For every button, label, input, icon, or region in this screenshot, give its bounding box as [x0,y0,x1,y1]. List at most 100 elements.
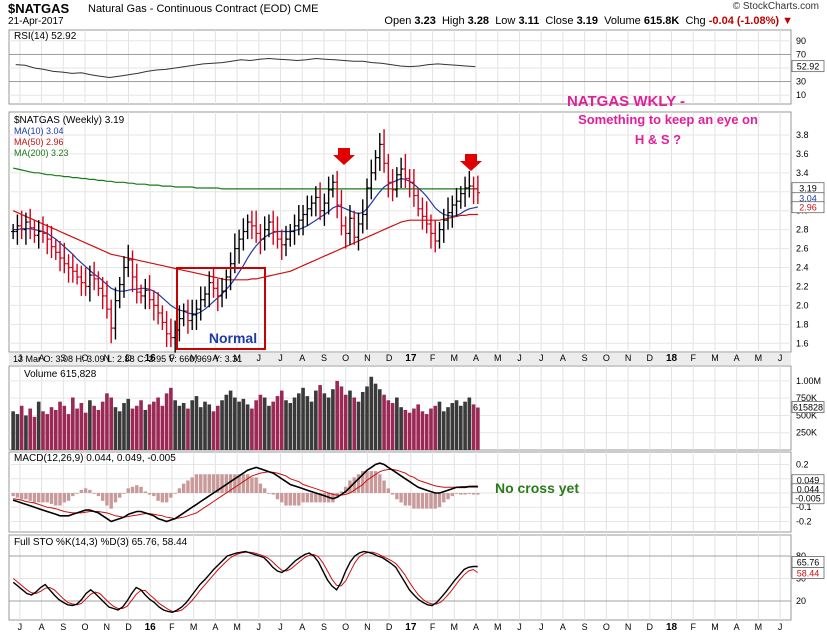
high-label: High [441,15,465,27]
volume-label: Volume 615,828 [24,369,97,380]
macd-histogram-bar [211,474,216,493]
macd-histogram-bar [241,474,246,493]
macd-histogram-bar [275,493,280,500]
volume-bar [36,401,41,450]
macd-histogram-bar [113,493,118,503]
volume-bar [250,408,254,450]
volume-bar [386,400,391,450]
sto-label: Full STO %K(14,3) %D(3) 65.76, 58.44 [14,537,188,548]
rsi-y-tick: 30 [796,77,806,87]
rsi-y-tick: 10 [796,90,806,100]
x-tick-label: D [386,622,393,632]
volume-bar [233,397,237,450]
macd-histogram-bar [399,493,403,503]
volume-bar [122,403,126,450]
x-tick-label: A [39,353,45,363]
x-tick-label: O [342,353,349,363]
macd-histogram-bar [416,493,420,509]
macd-histogram-bar [314,493,318,503]
x-tick-label: S [582,353,588,363]
price-right-label: 3.04 [799,194,817,204]
macd-histogram-bar [467,493,472,494]
rsi-panel: 907050301052.92 [9,36,825,100]
symbol-description: Natural Gas - Continuous Contract (EOD) … [88,3,318,15]
volume-bar [262,397,267,450]
x-tick-label: N [625,622,632,632]
volume-bar [292,397,297,450]
macd-histogram-bar [288,493,292,506]
volume-bar [58,401,62,450]
volume-bar [198,407,203,450]
volume-bar [96,409,101,450]
panel-frames [8,29,792,621]
macd-histogram-bar [135,485,139,493]
x-tick-label: A [39,622,45,632]
volume-bar [75,408,79,450]
volume-bar [126,398,131,450]
volume-bar [373,383,378,450]
macd-histogram-bar [339,491,344,493]
macd-histogram-bar [331,493,335,503]
macd-histogram-bar [309,493,314,503]
x-tick-label: A [560,353,566,363]
price-y-tick: 2.8 [796,225,809,235]
close-value: 3.19 [576,15,598,27]
high-value: 3.28 [467,15,490,27]
volume-bar [220,400,224,450]
price-right-label: 3.19 [799,184,817,194]
volume-bar [190,400,195,450]
macd-histogram-bar [292,493,297,506]
x-tick-label: J [257,353,262,363]
x-tick-label: M [755,353,763,363]
ma200-line [12,167,478,190]
x-tick-label: M [190,622,198,632]
volume-bar [463,401,467,450]
x-tick-label: M [494,622,502,632]
annotation-title-line2: Something to keep an eye on [578,112,758,127]
macd-histogram-bar [169,493,173,498]
volume-bar [331,389,335,450]
macd-histogram-bar [280,493,284,503]
volume-bar [11,411,15,450]
x-tick-label: D [647,622,654,632]
x-tick-label: J [278,622,283,632]
macd-histogram-bar [361,471,365,493]
chg-value: -0.04 (-1.08%) [708,15,780,27]
macd-y-tick: -0.2 [796,516,812,526]
volume-bar [450,403,455,450]
x-tick-label: N [104,353,111,363]
macd-histogram-bar [203,474,207,493]
price-y-tick: 2.2 [796,281,809,291]
sto-k-line [12,550,478,614]
macd-histogram-bar [407,493,412,506]
x-tick-label: M [451,353,459,363]
macd-right-label: -0.005 [795,494,821,504]
x-tick-label: 18 [666,353,678,364]
volume-bar [62,405,67,450]
volume-bar [241,398,246,450]
macd-histogram-bar [177,488,182,493]
macd-histogram-bar [382,480,386,493]
watermark: © StockCharts.com [732,1,819,12]
x-tick-label: N [364,353,371,363]
volume-bar [296,393,301,450]
x-tick-label: M [494,353,502,363]
macd-histogram-bar [62,493,67,503]
ohlc-readout: Open 3.23 High 3.28 Low 3.11 Close 3.19 … [384,15,793,27]
macd-histogram-bar [228,474,233,493]
x-tick-label: M [190,353,198,363]
volume-bar [79,403,84,450]
x-tick-label: S [60,622,66,632]
volume-bar [186,408,190,450]
ma10-legend: MA(10) 3.04 [14,126,64,136]
volume-bar [117,411,122,450]
volume-right-label-box [791,401,825,413]
macd-histogram-bar [373,471,378,493]
macd-histogram-bar [356,474,361,493]
macd-histogram-bar [160,493,165,503]
volume-bar [356,401,361,450]
volume-bar [92,405,96,450]
volume-bar [83,412,88,450]
x-tick-label: 17 [405,622,417,633]
